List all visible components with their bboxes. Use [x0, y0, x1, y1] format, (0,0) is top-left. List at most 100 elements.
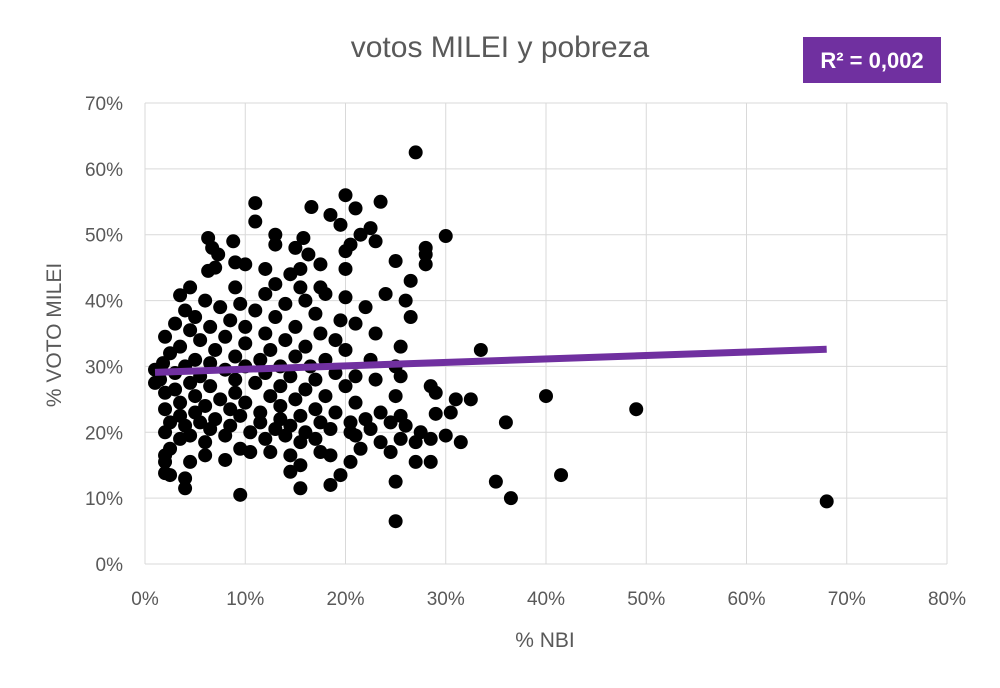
- data-point: [226, 234, 241, 249]
- x-tick-label: 40%: [527, 589, 565, 610]
- data-point: [273, 379, 288, 394]
- x-tick-label: 10%: [226, 589, 264, 610]
- data-point: [403, 273, 418, 288]
- data-point: [304, 200, 319, 215]
- data-point: [213, 392, 228, 407]
- data-point: [403, 310, 418, 325]
- data-point: [313, 415, 328, 430]
- data-point: [188, 310, 203, 325]
- x-tick-label: 60%: [727, 589, 765, 610]
- data-point: [258, 286, 273, 301]
- data-point: [173, 339, 188, 354]
- data-point: [293, 458, 308, 473]
- r-squared-badge: R² = 0,002: [803, 37, 941, 83]
- data-point: [398, 293, 413, 308]
- data-point: [248, 196, 263, 211]
- data-point: [193, 333, 208, 348]
- data-point: [173, 431, 188, 446]
- data-point: [428, 406, 443, 421]
- data-point: [263, 342, 278, 357]
- data-point: [338, 290, 353, 305]
- data-point: [198, 435, 213, 450]
- data-point: [253, 405, 268, 420]
- data-point: [158, 425, 173, 440]
- data-point: [268, 310, 283, 325]
- data-point: [428, 385, 443, 400]
- data-point: [183, 280, 198, 295]
- data-point: [363, 221, 378, 236]
- data-point: [268, 237, 283, 252]
- data-point: [463, 392, 478, 407]
- data-point: [228, 372, 243, 387]
- y-tick-label: 30%: [85, 357, 123, 378]
- data-point: [223, 313, 238, 328]
- data-point: [288, 319, 303, 334]
- data-point: [223, 402, 238, 417]
- data-point: [348, 369, 363, 384]
- data-point: [228, 255, 243, 270]
- data-point: [298, 382, 313, 397]
- data-point: [158, 402, 173, 417]
- data-point: [473, 342, 488, 357]
- data-point: [498, 415, 513, 430]
- data-point: [438, 229, 453, 244]
- data-point: [333, 217, 348, 232]
- tick-labels: 0% 10% 20% 30% 40% 50% 60% 70% 0% 10% 20% 30% 40% 50%…: [85, 94, 966, 610]
- data-point: [201, 263, 216, 278]
- data-point: [298, 293, 313, 308]
- data-point: [554, 468, 569, 483]
- y-tick-label: 70%: [85, 94, 123, 115]
- data-point: [443, 405, 458, 420]
- data-point: [503, 491, 518, 506]
- data-point: [238, 336, 253, 351]
- data-point: [283, 448, 298, 463]
- data-point: [158, 454, 173, 469]
- data-point: [368, 234, 383, 249]
- data-point: [183, 323, 198, 338]
- y-tick-label: 40%: [85, 292, 123, 313]
- data-point: [308, 306, 323, 321]
- data-point: [423, 454, 438, 469]
- data-point: [408, 145, 423, 160]
- x-tick-label: 0%: [131, 589, 159, 610]
- data-point: [388, 254, 403, 269]
- data-point: [183, 454, 198, 469]
- r-squared-box: [803, 37, 941, 83]
- data-point: [253, 352, 268, 367]
- data-point: [353, 227, 368, 242]
- data-point: [168, 316, 183, 331]
- chart-title: votos MILEI y pobreza: [351, 31, 650, 64]
- data-point: [213, 300, 228, 315]
- data-point: [338, 379, 353, 394]
- data-point: [363, 421, 378, 436]
- data-point: [313, 257, 328, 272]
- x-tick-label: 70%: [828, 589, 866, 610]
- data-point: [373, 405, 388, 420]
- data-point: [183, 375, 198, 390]
- data-point: [263, 445, 278, 460]
- data-point: [283, 369, 298, 384]
- data-point: [373, 194, 388, 209]
- data-point: [338, 188, 353, 203]
- data-point: [178, 303, 193, 318]
- data-point: [313, 326, 328, 341]
- data-point: [203, 379, 218, 394]
- data-point: [268, 277, 283, 292]
- r-squared-label: R² = 0,002: [820, 48, 923, 73]
- data-point: [383, 445, 398, 460]
- data-point: [263, 389, 278, 404]
- data-point: [288, 240, 303, 255]
- data-point: [338, 261, 353, 276]
- data-point: [301, 247, 316, 262]
- data-point: [418, 247, 433, 262]
- data-point: [218, 452, 233, 467]
- data-point: [233, 296, 248, 311]
- data-point: [248, 303, 263, 318]
- data-point: [338, 342, 353, 357]
- data-point: [408, 454, 423, 469]
- data-point: [388, 389, 403, 404]
- data-point: [203, 421, 218, 436]
- data-point: [353, 441, 368, 456]
- data-point: [358, 300, 373, 315]
